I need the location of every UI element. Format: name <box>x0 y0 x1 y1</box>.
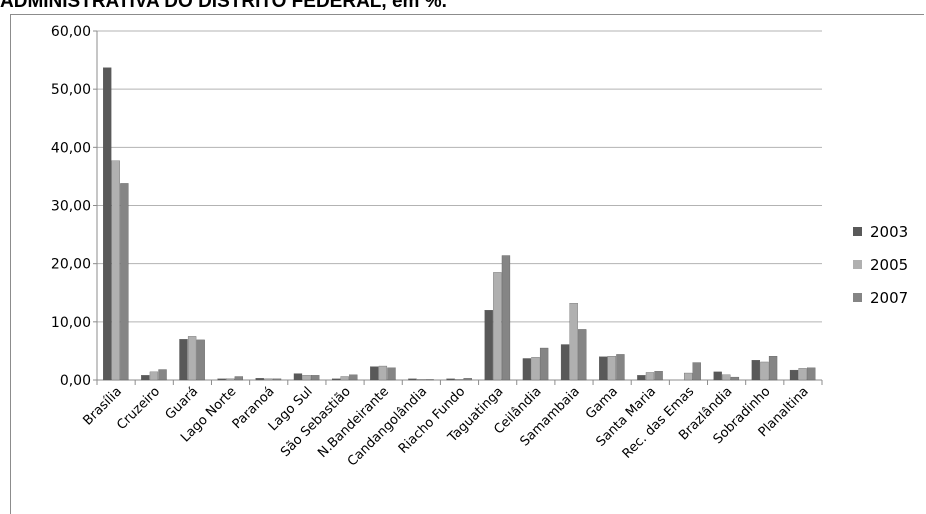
bar-2005 <box>722 374 731 381</box>
bar-2007 <box>234 376 244 381</box>
bar-2003 <box>789 369 799 381</box>
bar-2007 <box>730 376 740 381</box>
bar-2005 <box>683 372 693 381</box>
bar-2003 <box>217 378 226 381</box>
legend: 2003 2005 2007 <box>853 223 908 307</box>
bar-2003 <box>522 358 532 381</box>
bar-2005 <box>302 375 311 381</box>
bar-2007 <box>501 255 511 381</box>
bar-2003 <box>103 67 112 381</box>
bar-2003 <box>484 310 493 381</box>
bar-2005 <box>416 379 426 381</box>
y-tick-label: 20,00 <box>51 257 91 273</box>
bar-2003 <box>179 339 188 381</box>
bar-2003 <box>637 375 646 381</box>
bar-2007 <box>578 329 587 381</box>
bar-2007 <box>311 375 320 381</box>
y-tick-label: 0,00 <box>60 373 91 389</box>
bar-2003 <box>141 375 150 381</box>
y-tick-label: 30,00 <box>51 199 91 215</box>
x-tick-label: Riacho Fundo <box>396 384 469 457</box>
bar-2003 <box>293 373 303 381</box>
legend-label: 2005 <box>870 256 908 274</box>
bar-2005 <box>378 365 388 381</box>
bar-2007 <box>158 369 167 381</box>
y-tick-label: 50,00 <box>51 82 91 98</box>
bar-2005 <box>531 357 540 381</box>
bar-2005 <box>340 376 349 381</box>
bar-2007 <box>768 356 778 381</box>
bar-2007 <box>425 379 434 381</box>
bar-2007 <box>807 367 816 381</box>
legend-label: 2007 <box>870 289 908 307</box>
bar-2007 <box>463 378 472 381</box>
bar-2003 <box>446 378 455 381</box>
bar-2005 <box>111 160 120 381</box>
bar-2005 <box>149 371 159 381</box>
y-tick-label: 10,00 <box>51 315 91 331</box>
bar-2005 <box>264 378 273 381</box>
bar-2005 <box>569 303 578 381</box>
bar-2007 <box>616 354 625 381</box>
legend-label: 2003 <box>870 223 908 241</box>
bar-2003 <box>560 344 570 381</box>
bar-2007 <box>692 362 701 381</box>
bar-2005 <box>607 356 616 381</box>
bar-2003 <box>751 360 761 381</box>
bar-2003 <box>255 378 264 381</box>
bar-2003 <box>331 378 341 381</box>
bar-2005 <box>493 272 502 381</box>
bar-2005 <box>187 336 197 381</box>
chart-frame <box>10 14 924 514</box>
legend-swatch <box>853 227 862 236</box>
bar-2005 <box>645 372 655 381</box>
bar-2007 <box>349 374 358 381</box>
legend-swatch <box>853 260 862 269</box>
gridlines <box>97 30 822 381</box>
bar-2007 <box>387 367 396 381</box>
bar-2005 <box>760 361 769 381</box>
bar-2005 <box>226 378 235 381</box>
legend-swatch <box>853 293 862 302</box>
y-tick-label: 60,00 <box>51 24 91 40</box>
y-tick-label: 40,00 <box>51 140 91 156</box>
bars <box>103 67 816 381</box>
bar-2007 <box>539 347 549 381</box>
bar-2003 <box>370 366 379 381</box>
bar-2007 <box>654 371 663 381</box>
bar-2003 <box>408 378 417 381</box>
y-axis-ticks: 0,00 10,00 20,00 30,00 40,00 50,00 60,00 <box>51 24 98 389</box>
bar-2007 <box>120 183 129 381</box>
bar-2007 <box>196 339 205 381</box>
bar-2003 <box>599 356 608 381</box>
chart-title: ADMINISTRATIVA DO DISTRITO FEDERAL, em %… <box>0 0 447 12</box>
bar-2005 <box>798 368 807 381</box>
bar-2007 <box>272 378 282 381</box>
bar-2005 <box>455 379 464 381</box>
bar-2003 <box>713 371 722 381</box>
